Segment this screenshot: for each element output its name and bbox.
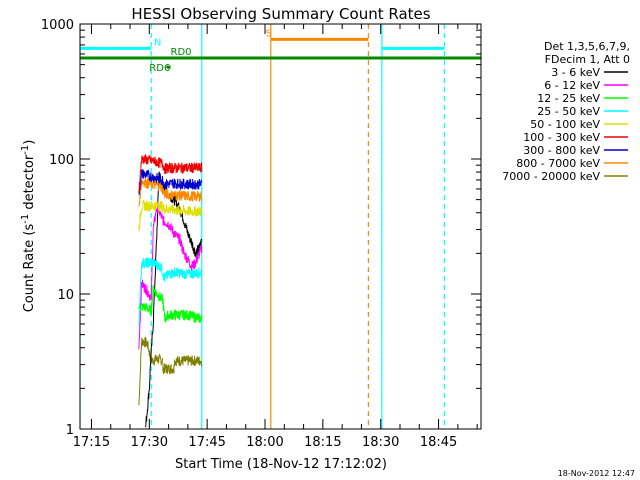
- x-tick-label: 17:45: [188, 435, 225, 450]
- series-line: [138, 284, 203, 323]
- series-line: [173, 355, 203, 368]
- x-tick-label: 17:30: [131, 435, 168, 450]
- rd6-label: RD6: [149, 63, 170, 74]
- legend-entry-label: 300 - 800 keV: [523, 144, 600, 157]
- chart-title: HESSI Observing Summary Count Rates: [131, 5, 430, 23]
- legend-header-1: Det 1,3,5,6,7,9,: [544, 40, 630, 53]
- series-line: [138, 200, 203, 350]
- x-tick-label: 18:45: [420, 435, 457, 450]
- series-line: [138, 199, 203, 232]
- timestamp: 18-Nov-2012 12:47: [558, 469, 635, 478]
- legend-entry-label: 7000 - 20000 keV: [502, 170, 600, 183]
- legend-entry-label: 25 - 50 keV: [537, 105, 600, 118]
- x-tick-label: 18:15: [304, 435, 341, 450]
- series-line: [145, 171, 203, 428]
- y-axis-label: Count Rate (s-1 detector-1): [20, 140, 37, 313]
- series-line: [138, 169, 203, 195]
- legend-entry-label: 100 - 300 keV: [523, 131, 600, 144]
- series-line: [138, 154, 203, 192]
- legend-entry-label: 800 - 7000 keV: [516, 157, 600, 170]
- series-line: [162, 363, 175, 375]
- y-tick-label: 1000: [41, 18, 74, 33]
- legend-entry-label: 6 - 12 keV: [544, 79, 600, 92]
- x-tick-label: 18:00: [246, 435, 283, 450]
- y-tick-label: 10: [57, 288, 74, 303]
- plot-frame: [79, 23, 482, 430]
- flag-label: RD0: [171, 47, 192, 58]
- flag-label: N: [154, 37, 161, 48]
- y-tick-label: 100: [49, 153, 74, 168]
- legend: Det 1,3,5,6,7,9, FDecim 1, Att 0 3 - 6 k…: [502, 40, 630, 183]
- y-tick-label: 1: [66, 423, 74, 438]
- x-tick-label: 17:15: [73, 435, 110, 450]
- x-axis-label: Start Time (18-Nov-12 17:12:02): [175, 457, 387, 472]
- series-line: [138, 256, 203, 326]
- flag-label: S: [266, 28, 272, 39]
- legend-entry-label: 50 - 100 keV: [530, 118, 600, 131]
- x-tick-label: 18:30: [362, 435, 399, 450]
- legend-entry-label: 12 - 25 keV: [537, 92, 600, 105]
- legend-entry-label: 3 - 6 keV: [551, 66, 600, 79]
- legend-header-2: FDecim 1, Att 0: [545, 53, 630, 66]
